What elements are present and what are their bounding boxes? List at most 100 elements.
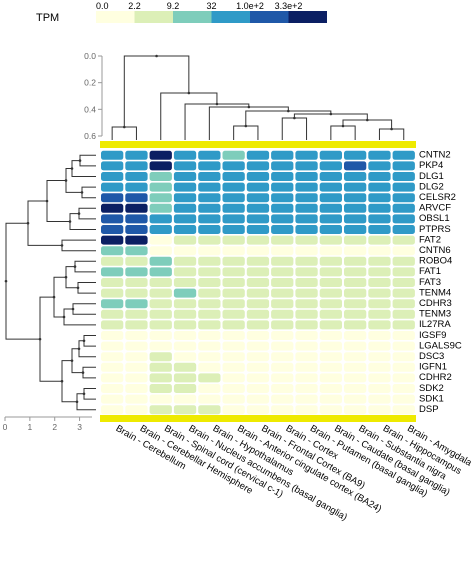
- heatmap-cell[interactable]: [173, 193, 197, 203]
- heatmap-cell[interactable]: [319, 203, 342, 213]
- heatmap-cell[interactable]: [319, 267, 342, 277]
- heatmap-cell[interactable]: [295, 331, 318, 340]
- heatmap-cell[interactable]: [344, 193, 367, 203]
- heatmap-cell[interactable]: [295, 246, 318, 256]
- heatmap-cell[interactable]: [173, 278, 197, 287]
- heatmap-cell[interactable]: [368, 161, 391, 171]
- heatmap-cell[interactable]: [173, 373, 197, 383]
- heatmap-cell[interactable]: [368, 203, 391, 213]
- heatmap-cell[interactable]: [246, 161, 270, 171]
- heatmap-cell[interactable]: [271, 161, 294, 171]
- heatmap-cell[interactable]: [246, 394, 270, 404]
- heatmap-cell[interactable]: [392, 362, 415, 372]
- heatmap-cell[interactable]: [246, 256, 270, 266]
- heatmap-cell[interactable]: [222, 256, 245, 266]
- heatmap-cell[interactable]: [101, 394, 124, 404]
- heatmap-cell[interactable]: [125, 331, 148, 340]
- heatmap-cell[interactable]: [344, 309, 367, 319]
- heatmap-cell[interactable]: [222, 331, 245, 340]
- heatmap-cell[interactable]: [173, 384, 197, 393]
- heatmap-cell[interactable]: [392, 288, 415, 298]
- heatmap-cell[interactable]: [392, 331, 415, 340]
- heatmap-cell[interactable]: [344, 172, 367, 181]
- heatmap-cell[interactable]: [101, 214, 124, 224]
- heatmap-cell[interactable]: [198, 193, 221, 203]
- heatmap-cell[interactable]: [246, 341, 270, 351]
- heatmap-cell[interactable]: [392, 182, 415, 192]
- heatmap-cell[interactable]: [295, 182, 318, 192]
- heatmap-cell[interactable]: [198, 384, 221, 393]
- heatmap-cell[interactable]: [125, 384, 148, 393]
- heatmap-cell[interactable]: [295, 150, 318, 160]
- heatmap-cell[interactable]: [222, 246, 245, 256]
- heatmap-cell[interactable]: [344, 373, 367, 383]
- heatmap-cell[interactable]: [271, 341, 294, 351]
- heatmap-cell[interactable]: [173, 362, 197, 372]
- heatmap-cell[interactable]: [125, 256, 148, 266]
- heatmap-cell[interactable]: [101, 161, 124, 171]
- heatmap-cell[interactable]: [222, 182, 245, 192]
- heatmap-cell[interactable]: [392, 172, 415, 181]
- heatmap-cell[interactable]: [319, 320, 342, 330]
- heatmap-cell[interactable]: [319, 405, 342, 415]
- heatmap-cell[interactable]: [344, 384, 367, 393]
- heatmap-cell[interactable]: [101, 384, 124, 393]
- heatmap-cell[interactable]: [295, 235, 318, 245]
- heatmap-cell[interactable]: [271, 172, 294, 181]
- heatmap-cell[interactable]: [101, 309, 124, 319]
- heatmap-cell[interactable]: [222, 278, 245, 287]
- heatmap-cell[interactable]: [173, 352, 197, 362]
- heatmap-cell[interactable]: [101, 172, 124, 181]
- heatmap-cell[interactable]: [271, 267, 294, 277]
- heatmap-cell[interactable]: [319, 193, 342, 203]
- heatmap-cell[interactable]: [198, 352, 221, 362]
- heatmap-cell[interactable]: [173, 299, 197, 309]
- heatmap-cell[interactable]: [125, 214, 148, 224]
- heatmap-cell[interactable]: [198, 362, 221, 372]
- heatmap-cell[interactable]: [344, 150, 367, 160]
- heatmap-cell[interactable]: [125, 267, 148, 277]
- heatmap-cell[interactable]: [392, 320, 415, 330]
- heatmap-cell[interactable]: [246, 235, 270, 245]
- heatmap-cell[interactable]: [125, 352, 148, 362]
- heatmap-cell[interactable]: [319, 235, 342, 245]
- heatmap-cell[interactable]: [222, 352, 245, 362]
- heatmap-cell[interactable]: [271, 373, 294, 383]
- heatmap-cell[interactable]: [222, 320, 245, 330]
- heatmap-cell[interactable]: [392, 193, 415, 203]
- heatmap-cell[interactable]: [344, 256, 367, 266]
- heatmap-cell[interactable]: [149, 256, 172, 266]
- heatmap-cell[interactable]: [295, 203, 318, 213]
- heatmap-cell[interactable]: [173, 331, 197, 340]
- heatmap-cell[interactable]: [392, 394, 415, 404]
- heatmap-cell[interactable]: [149, 193, 172, 203]
- heatmap-cell[interactable]: [246, 278, 270, 287]
- heatmap-cell[interactable]: [392, 246, 415, 256]
- heatmap-cell[interactable]: [246, 193, 270, 203]
- heatmap-cell[interactable]: [125, 405, 148, 415]
- heatmap-cell[interactable]: [149, 320, 172, 330]
- heatmap-cell[interactable]: [295, 362, 318, 372]
- heatmap-cell[interactable]: [368, 341, 391, 351]
- heatmap-cell[interactable]: [344, 341, 367, 351]
- heatmap-cell[interactable]: [173, 235, 197, 245]
- heatmap-cell[interactable]: [392, 373, 415, 383]
- heatmap-cell[interactable]: [198, 373, 221, 383]
- heatmap-cell[interactable]: [344, 288, 367, 298]
- heatmap-cell[interactable]: [392, 299, 415, 309]
- heatmap-cell[interactable]: [222, 299, 245, 309]
- heatmap-cell[interactable]: [149, 405, 172, 415]
- heatmap-cell[interactable]: [125, 309, 148, 319]
- heatmap-cell[interactable]: [344, 182, 367, 192]
- heatmap-cell[interactable]: [246, 267, 270, 277]
- heatmap-cell[interactable]: [392, 203, 415, 213]
- heatmap-cell[interactable]: [198, 299, 221, 309]
- heatmap-cell[interactable]: [149, 352, 172, 362]
- heatmap-cell[interactable]: [295, 288, 318, 298]
- heatmap-cell[interactable]: [271, 320, 294, 330]
- heatmap-cell[interactable]: [101, 405, 124, 415]
- heatmap-cell[interactable]: [344, 331, 367, 340]
- heatmap-cell[interactable]: [271, 278, 294, 287]
- heatmap-cell[interactable]: [198, 394, 221, 404]
- heatmap-cell[interactable]: [125, 362, 148, 372]
